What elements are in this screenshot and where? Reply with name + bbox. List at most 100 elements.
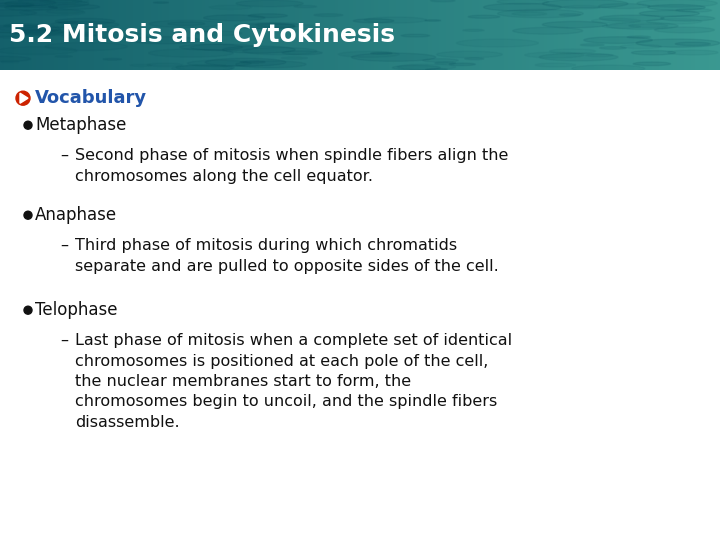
Circle shape bbox=[127, 37, 201, 44]
Circle shape bbox=[484, 3, 562, 11]
Circle shape bbox=[243, 48, 317, 55]
Circle shape bbox=[668, 50, 718, 55]
Circle shape bbox=[55, 18, 115, 24]
Text: Last phase of mitosis when a complete set of identical
chromosomes is positioned: Last phase of mitosis when a complete se… bbox=[75, 333, 512, 430]
Circle shape bbox=[11, 27, 95, 36]
Circle shape bbox=[498, 9, 583, 18]
Circle shape bbox=[5, 5, 58, 10]
Circle shape bbox=[580, 44, 604, 46]
Circle shape bbox=[401, 34, 430, 37]
Circle shape bbox=[542, 0, 628, 8]
Circle shape bbox=[50, 21, 119, 28]
Circle shape bbox=[0, 25, 60, 33]
Circle shape bbox=[235, 23, 294, 29]
Circle shape bbox=[397, 64, 456, 70]
Circle shape bbox=[423, 59, 458, 62]
Circle shape bbox=[648, 4, 705, 10]
Circle shape bbox=[660, 16, 715, 21]
Circle shape bbox=[62, 32, 147, 40]
Circle shape bbox=[600, 15, 664, 22]
Circle shape bbox=[341, 36, 367, 38]
Circle shape bbox=[153, 2, 168, 3]
Circle shape bbox=[675, 42, 710, 45]
Circle shape bbox=[176, 65, 234, 70]
Circle shape bbox=[633, 62, 670, 66]
Circle shape bbox=[497, 0, 549, 4]
Circle shape bbox=[606, 22, 678, 29]
Circle shape bbox=[222, 46, 295, 53]
Text: Vocabulary: Vocabulary bbox=[35, 89, 147, 107]
Circle shape bbox=[436, 51, 503, 58]
Circle shape bbox=[149, 21, 222, 28]
Circle shape bbox=[256, 23, 303, 28]
Circle shape bbox=[512, 12, 546, 16]
Circle shape bbox=[584, 37, 652, 43]
Circle shape bbox=[24, 306, 32, 314]
Circle shape bbox=[149, 49, 233, 57]
Circle shape bbox=[338, 51, 399, 57]
Circle shape bbox=[314, 14, 343, 17]
Circle shape bbox=[449, 63, 475, 65]
Circle shape bbox=[171, 65, 233, 71]
Circle shape bbox=[103, 58, 122, 60]
Circle shape bbox=[294, 5, 317, 8]
Text: –: – bbox=[60, 333, 68, 348]
Circle shape bbox=[636, 39, 720, 47]
Polygon shape bbox=[20, 93, 28, 103]
Circle shape bbox=[513, 28, 582, 34]
Circle shape bbox=[46, 10, 84, 14]
Circle shape bbox=[627, 36, 650, 38]
Text: Metaphase: Metaphase bbox=[35, 116, 127, 134]
Circle shape bbox=[236, 0, 303, 6]
Circle shape bbox=[572, 65, 645, 72]
Circle shape bbox=[235, 61, 306, 68]
Circle shape bbox=[55, 56, 73, 57]
Circle shape bbox=[24, 121, 32, 129]
Circle shape bbox=[585, 54, 613, 57]
Circle shape bbox=[49, 4, 99, 9]
Circle shape bbox=[637, 0, 717, 7]
Circle shape bbox=[629, 24, 667, 28]
Circle shape bbox=[431, 0, 455, 2]
Circle shape bbox=[351, 53, 436, 62]
Text: Second phase of mitosis when spindle fibers align the
chromosomes along the cell: Second phase of mitosis when spindle fib… bbox=[75, 148, 508, 184]
Circle shape bbox=[654, 27, 714, 33]
Circle shape bbox=[354, 19, 394, 23]
Circle shape bbox=[5, 0, 89, 8]
Circle shape bbox=[0, 10, 37, 16]
Circle shape bbox=[190, 31, 215, 33]
Circle shape bbox=[364, 17, 426, 23]
Circle shape bbox=[204, 15, 265, 21]
Circle shape bbox=[18, 29, 65, 34]
Text: Third phase of mitosis during which chromatids
separate and are pulled to opposi: Third phase of mitosis during which chro… bbox=[75, 238, 499, 274]
Circle shape bbox=[58, 21, 78, 23]
Circle shape bbox=[79, 35, 96, 36]
Circle shape bbox=[631, 51, 675, 55]
Circle shape bbox=[282, 51, 322, 55]
Circle shape bbox=[559, 14, 580, 16]
Circle shape bbox=[187, 60, 251, 66]
Circle shape bbox=[0, 0, 55, 6]
Circle shape bbox=[599, 4, 650, 9]
Circle shape bbox=[0, 47, 77, 55]
Circle shape bbox=[4, 24, 41, 28]
Circle shape bbox=[40, 0, 82, 3]
Text: –: – bbox=[60, 238, 68, 253]
Circle shape bbox=[371, 52, 392, 54]
Circle shape bbox=[676, 9, 711, 12]
Circle shape bbox=[24, 211, 32, 219]
Circle shape bbox=[639, 11, 699, 16]
Circle shape bbox=[11, 30, 64, 36]
Text: 5.2 Mitosis and Cytokinesis: 5.2 Mitosis and Cytokinesis bbox=[9, 23, 395, 47]
Circle shape bbox=[16, 91, 30, 105]
Circle shape bbox=[282, 57, 307, 59]
Circle shape bbox=[0, 56, 30, 62]
Circle shape bbox=[539, 53, 618, 61]
Circle shape bbox=[180, 44, 243, 50]
Circle shape bbox=[392, 65, 441, 70]
Circle shape bbox=[542, 22, 607, 28]
Circle shape bbox=[0, 32, 27, 37]
Circle shape bbox=[191, 44, 257, 51]
Text: Telophase: Telophase bbox=[35, 301, 117, 319]
Circle shape bbox=[197, 31, 242, 36]
